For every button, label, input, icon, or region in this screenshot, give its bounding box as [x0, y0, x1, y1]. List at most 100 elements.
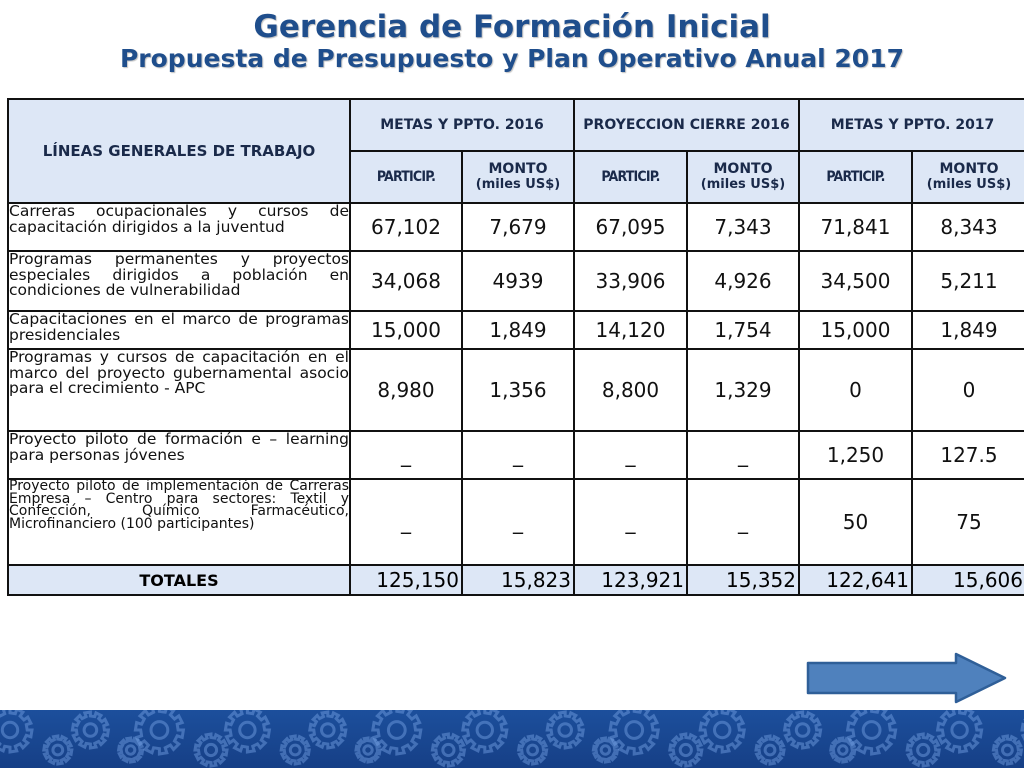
monto-label: MONTO	[939, 161, 999, 177]
next-slide-button[interactable]	[806, 652, 1008, 704]
gear-icon	[70, 710, 111, 750]
total-value: 15,823	[461, 564, 575, 596]
slide-subtitle: Propuesta de Presupuesto y Plan Operativ…	[119, 44, 904, 73]
gear-pattern	[0, 710, 1024, 768]
cell-value: 7,343	[686, 202, 800, 252]
cell-value: 8,343	[911, 202, 1024, 252]
particip-label: PARTICIP.	[601, 168, 660, 185]
cell-value: _	[461, 478, 575, 566]
row-description: Programas permanentes y proyectos especi…	[7, 250, 351, 312]
gear-icon	[935, 710, 984, 754]
gear-icon	[1020, 718, 1024, 742]
row-description: Programas y cursos de capacitación en el…	[7, 348, 351, 432]
gear-icon	[608, 710, 660, 756]
cell-value: 8,980	[349, 348, 463, 432]
cell-value: _	[461, 430, 575, 480]
gear-icon	[354, 736, 382, 764]
cell-value: 1,849	[461, 310, 575, 350]
cell-value: 0	[798, 348, 913, 432]
gear-icon	[668, 732, 704, 768]
total-value: 123,921	[573, 564, 688, 596]
gear-icon	[545, 710, 585, 750]
total-value: 125,150	[349, 564, 463, 596]
cell-value: 1,329	[686, 348, 800, 432]
cell-value: _	[573, 478, 688, 566]
totals-label: TOTALES	[7, 564, 351, 596]
gear-icon	[829, 736, 857, 764]
monto-unit: (miles US$)	[700, 177, 786, 192]
monto-label: MONTO	[713, 161, 773, 177]
cell-value: 1,250	[798, 430, 913, 480]
particip-label: PARTICIP.	[376, 168, 436, 185]
gear-icon	[461, 710, 509, 754]
header-group-proyeccion-2016: PROYECCION CIERRE 2016	[573, 98, 800, 152]
header-group-2017: METAS Y PPTO. 2017	[798, 98, 1024, 152]
cell-value: 50	[798, 478, 913, 566]
gear-icon	[308, 710, 348, 750]
gear-icon	[116, 736, 145, 764]
header-particip-proyeccion: PARTICIP.	[573, 150, 688, 204]
cell-value: _	[686, 478, 800, 566]
total-value: 122,641	[798, 564, 913, 596]
cell-value: 71,841	[798, 202, 913, 252]
cell-value: 1,849	[911, 310, 1024, 350]
budget-table: LÍNEAS GENERALES DE TRABAJO METAS Y PPTO…	[7, 98, 1024, 596]
cell-value: 14,120	[573, 310, 688, 350]
title-block: Gerencia de Formación Inicial Propuesta …	[0, 10, 1024, 74]
cell-value: 33,906	[573, 250, 688, 312]
total-value: 15,352	[686, 564, 800, 596]
row-description: Carreras ocupacionales y cursos de capac…	[7, 202, 351, 252]
total-value: 15,606	[911, 564, 1024, 596]
gear-icon	[905, 732, 941, 768]
cell-value: _	[573, 430, 688, 480]
cell-value: 4,926	[686, 250, 800, 312]
gear-icon	[698, 710, 746, 754]
row-description: Capacitaciones en el marco de programas …	[7, 310, 351, 350]
cell-value: 8,800	[573, 348, 688, 432]
footer-band	[0, 710, 1024, 768]
gear-icon	[133, 710, 186, 756]
header-monto-2017: MONTO (miles US$)	[911, 150, 1024, 204]
gear-icon	[430, 732, 467, 768]
header-group-2016: METAS Y PPTO. 2016	[349, 98, 575, 152]
monto-unit: (miles US$)	[926, 177, 1012, 192]
row-description: Proyecto piloto de implementación de Car…	[7, 478, 351, 566]
gear-icon	[591, 736, 620, 764]
cell-value: 67,102	[349, 202, 463, 252]
cell-value: 15,000	[349, 310, 463, 350]
gear-icon	[991, 734, 1024, 766]
cell-value: _	[349, 430, 463, 480]
gear-icon	[782, 710, 823, 750]
table-row: Programas permanentes y proyectos especi…	[7, 250, 1024, 312]
header-particip-2016: PARTICIP.	[349, 150, 463, 204]
cell-value: 5,211	[911, 250, 1024, 312]
row-description: Proyecto piloto de formación e – learnin…	[7, 430, 351, 480]
header-particip-2017: PARTICIP.	[798, 150, 913, 204]
gear-icon	[279, 734, 311, 766]
header-monto-proyeccion: MONTO (miles US$)	[686, 150, 800, 204]
gear-icon	[845, 710, 898, 756]
table-row: Carreras ocupacionales y cursos de capac…	[7, 202, 1024, 252]
cell-value: 1,356	[461, 348, 575, 432]
gear-icon	[193, 732, 229, 768]
cell-value: 34,068	[349, 250, 463, 312]
header-monto-2016: MONTO (miles US$)	[461, 150, 575, 204]
slide-title: Gerencia de Formación Inicial	[253, 9, 771, 45]
gear-icon	[223, 710, 272, 754]
cell-value: 67,095	[573, 202, 688, 252]
monto-unit: (miles US$)	[475, 177, 561, 192]
cell-value: 4939	[461, 250, 575, 312]
table-row: Proyecto piloto de implementación de Car…	[7, 478, 1024, 566]
cell-value: 75	[911, 478, 1024, 566]
cell-value: 7,679	[461, 202, 575, 252]
cell-value: _	[686, 430, 800, 480]
gear-icon	[516, 734, 549, 766]
header-lines-of-work: LÍNEAS GENERALES DE TRABAJO	[7, 98, 351, 204]
table-row: Programas y cursos de capacitación en el…	[7, 348, 1024, 432]
monto-label: MONTO	[488, 161, 548, 177]
totals-row: TOTALES 125,150 15,823 123,921 15,352 12…	[7, 564, 1024, 596]
table-row: Capacitaciones en el marco de programas …	[7, 310, 1024, 350]
cell-value: 15,000	[798, 310, 913, 350]
gear-icon	[371, 710, 423, 756]
cell-value: _	[349, 478, 463, 566]
